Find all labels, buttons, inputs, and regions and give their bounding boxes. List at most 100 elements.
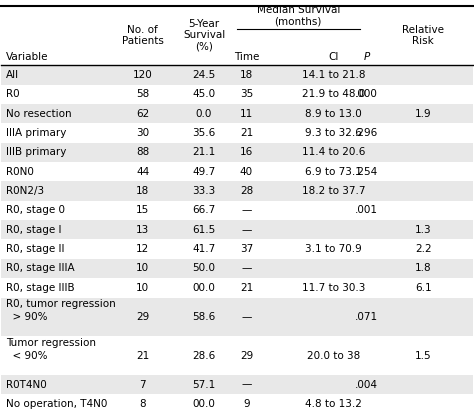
Text: 24.5: 24.5 [192,70,216,80]
Text: 1.8: 1.8 [415,264,431,273]
Text: 41.7: 41.7 [192,244,216,254]
Text: 29: 29 [136,312,149,322]
Text: 10: 10 [136,264,149,273]
Text: .001: .001 [355,205,378,215]
Text: 0.0: 0.0 [196,109,212,119]
Text: .254: .254 [355,167,378,177]
Text: 28.6: 28.6 [192,351,216,361]
Text: 58.6: 58.6 [192,312,216,322]
Text: 8: 8 [139,399,146,409]
Text: R0, stage II: R0, stage II [6,244,64,254]
Text: R0: R0 [6,89,20,99]
Text: Tumor regression
  < 90%: Tumor regression < 90% [6,338,96,361]
Text: 21: 21 [240,283,253,293]
Text: 44: 44 [136,167,149,177]
Text: .071: .071 [355,312,378,322]
Text: 1.9: 1.9 [415,109,431,119]
Text: 13: 13 [136,225,149,235]
Text: 49.7: 49.7 [192,167,216,177]
Text: 62: 62 [136,109,149,119]
Text: 11.7 to 30.3: 11.7 to 30.3 [302,283,365,293]
Text: 16: 16 [240,147,253,157]
Text: No. of
Patients: No. of Patients [122,24,164,46]
Text: Median Survival
(months): Median Survival (months) [256,5,340,26]
Text: 2.2: 2.2 [415,244,431,254]
Text: 33.3: 33.3 [192,186,216,196]
Text: R0, stage IIIA: R0, stage IIIA [6,264,75,273]
Bar [1,375,473,394]
Text: 37: 37 [240,244,253,254]
Text: 15: 15 [136,205,149,215]
Text: 1.5: 1.5 [415,351,431,361]
Text: 66.7: 66.7 [192,205,216,215]
Text: 18: 18 [136,186,149,196]
Text: 21: 21 [240,128,253,138]
Text: 50.0: 50.0 [192,264,216,273]
Text: 3.1 to 70.9: 3.1 to 70.9 [305,244,362,254]
Text: Variable: Variable [6,52,49,62]
Text: 30: 30 [136,128,149,138]
Text: R0, stage 0: R0, stage 0 [6,205,65,215]
Bar [1,298,473,336]
Text: 29: 29 [240,351,253,361]
Text: 12: 12 [136,244,149,254]
Text: 9.3 to 32.6: 9.3 to 32.6 [305,128,362,138]
Text: 11: 11 [240,109,253,119]
Text: R0N2/3: R0N2/3 [6,186,44,196]
Text: —: — [241,205,252,215]
Text: 28: 28 [240,186,253,196]
Text: 00.0: 00.0 [192,283,216,293]
Text: 11.4 to 20.6: 11.4 to 20.6 [302,147,365,157]
Text: No resection: No resection [6,109,72,119]
Text: 20.0 to 38: 20.0 to 38 [307,351,360,361]
Text: 00.0: 00.0 [192,399,216,409]
Text: —: — [241,380,252,390]
Text: 88: 88 [136,147,149,157]
Text: 21.9 to 48.0: 21.9 to 48.0 [302,89,365,99]
Bar [1,104,473,123]
Text: 35: 35 [240,89,253,99]
Text: 6.9 to 73.1: 6.9 to 73.1 [305,167,362,177]
Text: 5-Year
Survival
(%): 5-Year Survival (%) [183,19,225,52]
Text: All: All [6,70,19,80]
Text: 7: 7 [139,380,146,390]
Text: .296: .296 [355,128,378,138]
Text: 4.8 to 13.2: 4.8 to 13.2 [305,399,362,409]
Text: R0, stage I: R0, stage I [6,225,62,235]
Text: 120: 120 [133,70,153,80]
Bar [1,181,473,201]
Text: R0, tumor regression
  > 90%: R0, tumor regression > 90% [6,299,116,322]
Text: 58: 58 [136,89,149,99]
Text: 35.6: 35.6 [192,128,216,138]
Text: 18: 18 [240,70,253,80]
Text: IIIA primary: IIIA primary [6,128,66,138]
Text: P: P [364,52,370,62]
Text: Time: Time [234,52,259,62]
Text: 61.5: 61.5 [192,225,216,235]
Text: R0T4N0: R0T4N0 [6,380,47,390]
Text: IIIB primary: IIIB primary [6,147,66,157]
Text: —: — [241,225,252,235]
Text: 21: 21 [136,351,149,361]
Text: 10: 10 [136,283,149,293]
Text: —: — [241,312,252,322]
Bar [1,220,473,239]
Bar [1,143,473,162]
Text: 40: 40 [240,167,253,177]
Text: No operation, T4N0: No operation, T4N0 [6,399,108,409]
Text: 6.1: 6.1 [415,283,431,293]
Text: 1.3: 1.3 [415,225,431,235]
Text: 21.1: 21.1 [192,147,216,157]
Bar [1,259,473,278]
Text: Relative
Risk: Relative Risk [402,24,444,46]
Text: 14.1 to 21.8: 14.1 to 21.8 [302,70,365,80]
Text: R0, stage IIIB: R0, stage IIIB [6,283,75,293]
Text: R0N0: R0N0 [6,167,34,177]
Text: .004: .004 [355,380,378,390]
Text: CI: CI [328,52,339,62]
Text: 8.9 to 13.0: 8.9 to 13.0 [305,109,362,119]
Bar [1,65,473,85]
Text: 9: 9 [243,399,250,409]
Text: 57.1: 57.1 [192,380,216,390]
Text: 18.2 to 37.7: 18.2 to 37.7 [302,186,365,196]
